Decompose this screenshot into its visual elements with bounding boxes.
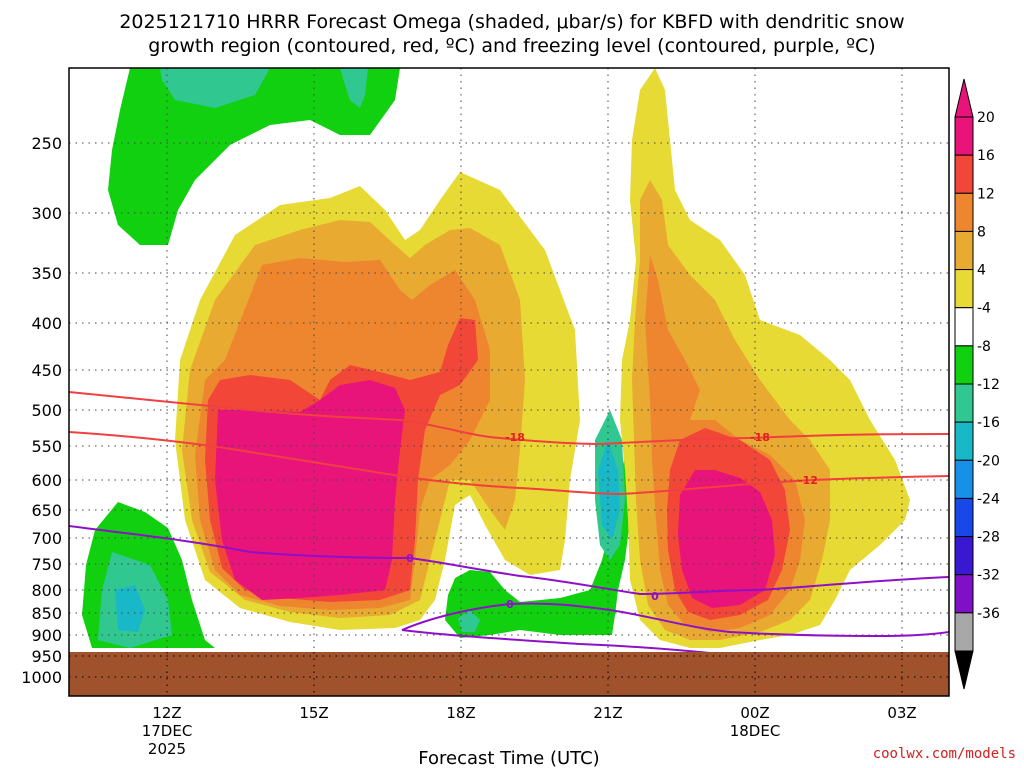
y-tick-label: 350 [31,264,62,283]
colorbar-top-arrow [954,78,974,118]
plot-area: -18 -18 -12 0 0 0 [69,68,949,696]
colorbar-label: -12 [977,377,1000,393]
y-tick-label: 950 [31,647,62,666]
colorbar-bottom-arrow [954,650,974,690]
colorbar-label: -24 [977,491,1000,507]
y-tick-label: 850 [31,604,62,623]
freezing-level-contour-lower [401,602,949,638]
omega-band-neg8-upper-left-b [340,68,368,108]
omega-band-neg12-middle [598,440,620,540]
credit-text: coolwx.com/models [873,746,1016,762]
colorbar-label: -4 [977,301,991,317]
dgz-label-1: -18 [505,431,525,444]
x-tick-date-label: 18DEC [730,722,781,740]
freezing-level-contour-bottom [401,629,721,655]
colorbar-swatch [954,459,974,499]
colorbar-label: 8 [977,224,986,240]
plot-frame [68,67,950,697]
dgz-label-2: -18 [750,431,770,444]
x-tick-label: 03Z [887,704,916,722]
colorbar-swatch [954,497,974,538]
omega-band-neg4-lower-middle [445,440,632,638]
y-tick-label: 750 [31,555,62,574]
grid-lines [69,68,949,696]
ground-surface [69,652,949,696]
x-axis: 12Z 17DEC 2025 15Z 18Z 21Z 00Z 18DEC 03Z [142,704,917,758]
y-tick-label: 400 [31,314,62,333]
omega-band-neg8-upper-left [160,68,270,108]
y-tick-label: 800 [31,581,62,600]
freezing-level-contour-upper [69,525,949,596]
colorbar: 20 16 12 8 4 -4 -8 -12 -16 -20 -24 -28 -32 -36 [954,78,1000,690]
colorbar-label: 4 [977,263,986,279]
chart-title-line-2: growth region (contoured, red, ºC) and f… [148,35,875,57]
x-tick-label: 00Z [740,704,769,722]
freezing-label-2: 0 [506,598,514,611]
colorbar-label: -8 [977,339,991,355]
dgz-contour-upper [69,391,949,446]
colorbar-label: -16 [977,415,1000,431]
x-axis-title: Forecast Time (UTC) [418,748,599,768]
x-tick-label: 12Z [152,704,181,722]
colorbar-swatch [954,421,974,461]
freezing-label-1: 0 [406,552,414,565]
y-tick-label: 700 [31,529,62,548]
colorbar-label: -36 [977,606,1000,622]
chart-title-line-1: 2025121710 HRRR Forecast Omega (shaded, … [119,11,904,33]
y-tick-label: 650 [31,501,62,520]
colorbar-swatch [954,612,974,652]
colorbar-swatch [954,383,974,423]
colorbar-label: 20 [977,110,995,126]
colorbar-swatch [954,269,974,309]
y-tick-label: 900 [31,626,62,645]
omega-band-20-main-left [215,380,405,600]
omega-band-neg8-lower-middle [458,610,480,632]
y-tick-label: 600 [31,471,62,490]
colorbar-label: 16 [977,148,995,164]
omega-band-neg4-upper-left [108,68,400,245]
x-tick-date-label: 17DEC [142,722,193,740]
colorbar-swatch [954,192,974,232]
colorbar-swatch [954,345,974,385]
colorbar-label: -28 [977,530,1000,546]
colorbar-swatch [954,574,974,614]
y-tick-label: 300 [31,204,62,223]
y-tick-label: 450 [31,361,62,380]
colorbar-label: -20 [977,453,1000,469]
x-tick-label: 15Z [299,704,328,722]
colorbar-swatch [954,230,974,271]
y-tick-label: 550 [31,437,62,456]
colorbar-label: 12 [977,186,995,202]
colorbar-swatch [954,307,974,347]
dgz-contour-lower [69,431,949,496]
x-tick-label: 21Z [593,704,622,722]
colorbar-swatch [954,154,974,194]
y-tick-label: 500 [31,401,62,420]
y-tick-label: 250 [31,134,62,153]
colorbar-swatch [954,116,974,156]
dgz-label-3: -12 [798,474,818,487]
omega-band-neg12-lower-left [115,585,145,632]
colorbar-swatch [954,536,974,576]
y-tick-label: 1000 [21,668,62,687]
freezing-label-3: 0 [651,590,659,603]
omega-band-20-right [678,470,775,608]
colorbar-label: -32 [977,568,1000,584]
x-tick-year-label: 2025 [148,740,186,758]
y-axis: 250 300 350 400 450 500 550 600 650 700 … [21,134,62,687]
x-tick-label: 18Z [446,704,475,722]
